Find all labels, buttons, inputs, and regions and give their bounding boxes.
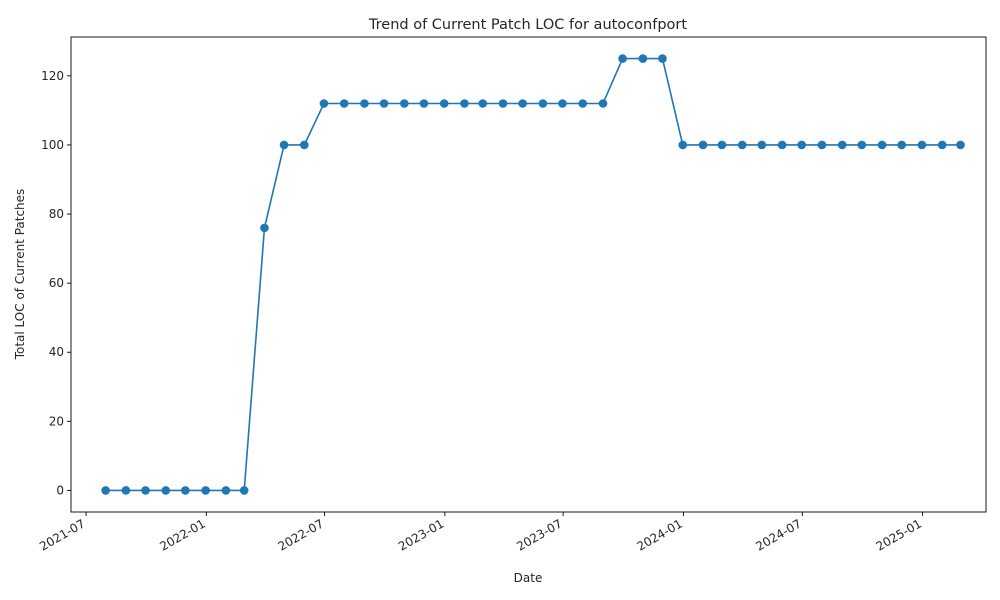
data-point xyxy=(797,140,806,150)
data-point xyxy=(379,99,389,108)
data-point xyxy=(558,99,567,108)
data-point xyxy=(777,140,787,150)
data-point xyxy=(121,486,131,495)
data-point xyxy=(837,140,847,150)
data-point xyxy=(717,140,727,150)
y-tick-label: 60 xyxy=(49,276,64,290)
data-point xyxy=(239,486,249,495)
data-point xyxy=(300,140,309,150)
data-point xyxy=(897,140,906,150)
data-point xyxy=(141,486,150,495)
y-tick-label: 40 xyxy=(49,345,64,359)
data-point xyxy=(678,140,688,150)
data-point xyxy=(419,99,429,108)
data-point xyxy=(161,486,171,495)
data-point xyxy=(817,140,827,150)
y-tick-label: 100 xyxy=(41,138,64,152)
data-point xyxy=(857,140,867,150)
data-point xyxy=(339,99,349,108)
data-point xyxy=(439,99,449,108)
y-axis-ticks: 0 20 40 60 80 100 120 xyxy=(41,69,71,497)
data-point xyxy=(460,99,469,108)
data-point xyxy=(757,140,767,150)
x-axis-label: Date xyxy=(514,571,543,585)
data-point xyxy=(279,140,289,150)
y-tick-label: 0 xyxy=(56,483,64,497)
data-point xyxy=(956,140,965,150)
data-point xyxy=(319,99,329,108)
data-point xyxy=(181,486,190,495)
data-point xyxy=(578,99,588,108)
data-point xyxy=(658,54,667,63)
data-point xyxy=(917,140,927,150)
data-point xyxy=(877,140,887,150)
data-point xyxy=(598,99,608,108)
data-point xyxy=(618,54,627,63)
data-point xyxy=(737,140,747,150)
data-point xyxy=(260,223,269,233)
axes-frame xyxy=(70,36,987,513)
data-point xyxy=(201,486,210,495)
chart-title: Trend of Current Patch LOC for autoconfp… xyxy=(368,17,687,33)
data-point xyxy=(518,99,527,108)
series-line-group xyxy=(101,54,965,495)
data-point xyxy=(360,99,369,108)
data-point xyxy=(478,99,488,108)
data-point xyxy=(638,54,648,63)
data-point xyxy=(101,486,110,495)
data-point xyxy=(221,486,231,495)
y-axis-label: Total LOC of Current Patches xyxy=(13,189,27,361)
data-point xyxy=(698,140,708,150)
data-point xyxy=(400,99,409,108)
y-tick-label: 80 xyxy=(49,207,64,221)
y-tick-label: 120 xyxy=(41,69,64,83)
data-point xyxy=(498,99,508,108)
data-point xyxy=(538,99,548,108)
data-point xyxy=(937,140,947,150)
y-tick-label: 20 xyxy=(49,414,64,428)
